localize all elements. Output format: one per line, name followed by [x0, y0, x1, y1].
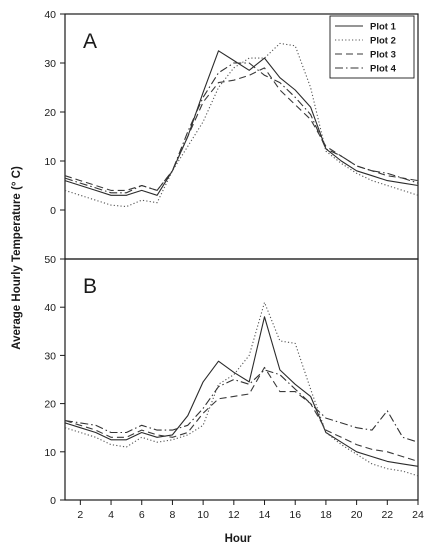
x-tick-label: 14 [259, 509, 271, 521]
y-tick-label: 20 [44, 107, 56, 119]
y-tick-label: 0 [50, 205, 56, 217]
y-tick-label: 10 [44, 156, 56, 168]
legend-label: Plot 4 [370, 64, 397, 75]
series-line-plot-2 [64, 42, 419, 208]
x-tick-label: 10 [197, 509, 209, 521]
x-tick-label: 18 [320, 509, 332, 521]
series-line-plot-2 [64, 301, 419, 477]
x-tick-label: 8 [170, 509, 176, 521]
plot-frame [64, 258, 419, 501]
legend-label: Plot 1 [370, 22, 397, 33]
series-line-plot-1 [64, 316, 419, 467]
y-tick-label: 30 [44, 58, 56, 70]
legend-label: Plot 2 [370, 36, 396, 47]
x-tick-label: 6 [139, 509, 145, 521]
series-line-plot-3 [64, 67, 419, 191]
x-tick-label: 22 [381, 509, 393, 521]
y-tick-label: 10 [44, 447, 56, 459]
x-tick-label: 20 [351, 509, 363, 521]
panel-label: B [83, 275, 97, 298]
y-tick-label: 40 [44, 302, 56, 314]
x-axis-title: Hour [225, 533, 252, 545]
y-tick-label: 40 [44, 9, 56, 21]
y-tick-label: 0 [50, 495, 56, 507]
series-line-plot-4 [64, 62, 419, 194]
y-tick-label: 20 [44, 399, 56, 411]
panel-label: A [83, 30, 97, 53]
series-line-plot-4 [64, 369, 419, 443]
legend: Plot 1 Plot 2 Plot 3 Plot 4 [329, 15, 415, 79]
x-tick-label: 16 [289, 509, 301, 521]
y-axis-title: Average Hourly Temperature (° C) [11, 166, 23, 350]
legend-label: Plot 3 [370, 50, 396, 61]
x-tick-label: 12 [228, 509, 240, 521]
series-line-plot-3 [64, 366, 419, 462]
y-tick-label: 50 [44, 254, 56, 266]
x-tick-label: 2 [77, 509, 83, 521]
y-tick-label: 30 [44, 350, 56, 362]
x-tick-label: 4 [108, 509, 114, 521]
series-line-plot-1 [64, 50, 419, 196]
x-tick-label: 24 [412, 509, 424, 521]
